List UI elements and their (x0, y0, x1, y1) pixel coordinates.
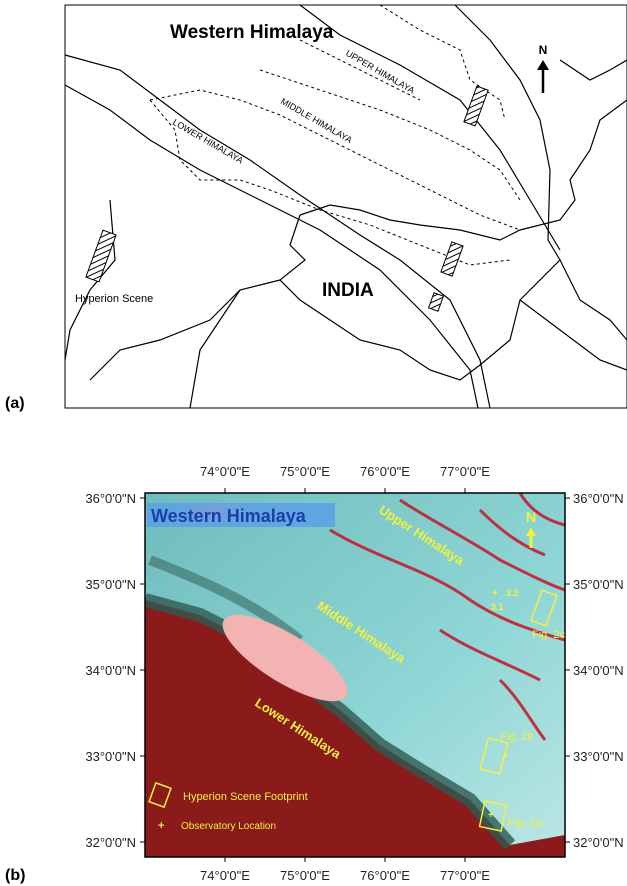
panel-a: N Western Himalaya UPPER HIMALAYA MIDDLE… (5, 5, 627, 412)
legend-label: Hyperion Scene Footprint (183, 791, 308, 803)
north-label: N (526, 509, 536, 525)
lon-label: 74°0'0"E (200, 868, 250, 883)
site-marker: + (492, 588, 498, 599)
figure-label: Fig. 2b (500, 731, 534, 743)
north-label: N (539, 43, 548, 57)
country-label: INDIA (322, 280, 374, 301)
panel-label: (a) (5, 395, 25, 412)
lat-label: 34°0'0"N (85, 663, 136, 678)
lat-label: 32°0'0"N (573, 835, 624, 850)
lat-label: 35°0'0"N (573, 577, 624, 592)
lon-label: 77°0'0"E (440, 868, 490, 883)
legend-label: Observatory Location (181, 821, 276, 832)
lon-label: 76°0'0"E (360, 868, 410, 883)
lon-label: 76°0'0"E (360, 464, 410, 479)
panel-label: (b) (5, 867, 25, 884)
lat-label: 33°0'0"N (573, 749, 624, 764)
map-title: Western Himalaya (170, 22, 334, 43)
legend-symbol: + (158, 820, 164, 832)
site-marker: + (488, 810, 494, 821)
figure-label: Fig. 2a (508, 817, 543, 829)
lat-label: 34°0'0"N (573, 663, 624, 678)
figure: N Western Himalaya UPPER HIMALAYA MIDDLE… (0, 0, 627, 886)
site-marker: + (502, 751, 508, 762)
lat-label: 36°0'0"N (85, 491, 136, 506)
site-label: 3.2 (506, 588, 519, 598)
figure-label: Fig. 2c (532, 629, 566, 641)
lon-label: 75°0'0"E (280, 464, 330, 479)
lat-label: 32°0'0"N (85, 835, 136, 850)
lat-label: 33°0'0"N (85, 749, 136, 764)
site-label: 3.1 (491, 602, 504, 612)
lon-label: 75°0'0"E (280, 868, 330, 883)
panel-b: 74°0'0"E 75°0'0"E 76°0'0"E 77°0'0"E 74°0… (5, 464, 624, 884)
lon-label: 77°0'0"E (440, 464, 490, 479)
map-title: Western Himalaya (151, 506, 307, 526)
legend-label: Hyperion Scene (75, 293, 153, 305)
lat-label: 36°0'0"N (573, 491, 624, 506)
lon-label: 74°0'0"E (200, 464, 250, 479)
lat-label: 35°0'0"N (85, 577, 136, 592)
